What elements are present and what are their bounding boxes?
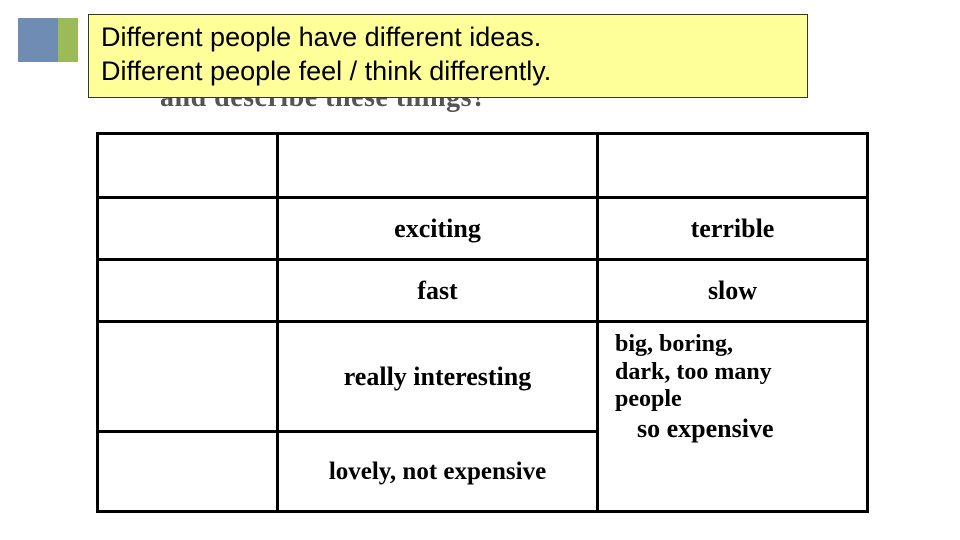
table-row: fast slow bbox=[98, 260, 868, 322]
row3-c2-l2: dark, too many bbox=[615, 359, 772, 385]
row3-c2-para: big, boring, dark, too many people so ex… bbox=[609, 331, 856, 444]
accent-bar bbox=[18, 18, 78, 62]
row4-c1: lovely, not expensive bbox=[278, 432, 598, 512]
row3-c2: big, boring, dark, too many people so ex… bbox=[598, 322, 868, 512]
row3-c0 bbox=[98, 322, 278, 432]
header-cell-1 bbox=[278, 134, 598, 198]
highlight-line-2: Different people feel / think differentl… bbox=[101, 55, 795, 89]
table-header-row bbox=[98, 134, 868, 198]
highlight-callout: Different people have different ideas. D… bbox=[88, 14, 808, 98]
table-row: exciting terrible bbox=[98, 198, 868, 260]
header-cell-0 bbox=[98, 134, 278, 198]
row3-c1: really interesting bbox=[278, 322, 598, 432]
highlight-line-1: Different people have different ideas. bbox=[101, 21, 795, 55]
comparison-table-wrap: exciting terrible fast slow really inter… bbox=[96, 132, 866, 513]
slide-root: and describe these things? Different peo… bbox=[0, 0, 960, 540]
header-cell-2 bbox=[598, 134, 868, 198]
row4-c2: so expensive bbox=[615, 414, 856, 444]
row2-c2: slow bbox=[598, 260, 868, 322]
accent-blue-block bbox=[18, 18, 58, 62]
row1-c1: exciting bbox=[278, 198, 598, 260]
table-row: really interesting big, boring, dark, to… bbox=[98, 322, 868, 432]
row1-c0 bbox=[98, 198, 278, 260]
row1-c2: terrible bbox=[598, 198, 868, 260]
row3-c2-l3: people bbox=[615, 386, 682, 412]
comparison-table: exciting terrible fast slow really inter… bbox=[96, 132, 869, 513]
row3-c2-l1: big, boring, bbox=[615, 331, 733, 357]
row2-c1: fast bbox=[278, 260, 598, 322]
row4-c0 bbox=[98, 432, 278, 512]
accent-green-block bbox=[58, 18, 78, 62]
row2-c0 bbox=[98, 260, 278, 322]
